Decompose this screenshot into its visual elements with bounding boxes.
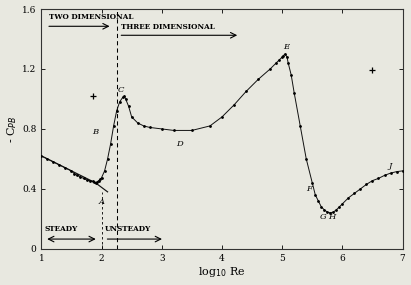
Text: C: C	[118, 86, 124, 94]
Text: G: G	[320, 213, 326, 221]
Text: STEADY: STEADY	[44, 225, 78, 233]
Text: F: F	[306, 185, 312, 193]
Y-axis label: - C$_{PB}$: - C$_{PB}$	[6, 115, 19, 143]
Text: E: E	[283, 42, 289, 50]
Text: TWO DIMENSIONAL: TWO DIMENSIONAL	[48, 13, 133, 21]
Text: J: J	[389, 162, 392, 170]
Text: A: A	[99, 198, 104, 206]
Text: THREE DIMENSIONAL: THREE DIMENSIONAL	[121, 23, 215, 31]
Text: UNSTEADY: UNSTEADY	[104, 225, 151, 233]
X-axis label: log$_{10}$ Re: log$_{10}$ Re	[198, 265, 246, 280]
Text: H: H	[328, 213, 336, 221]
Text: B: B	[92, 128, 99, 136]
Text: D: D	[176, 140, 183, 148]
